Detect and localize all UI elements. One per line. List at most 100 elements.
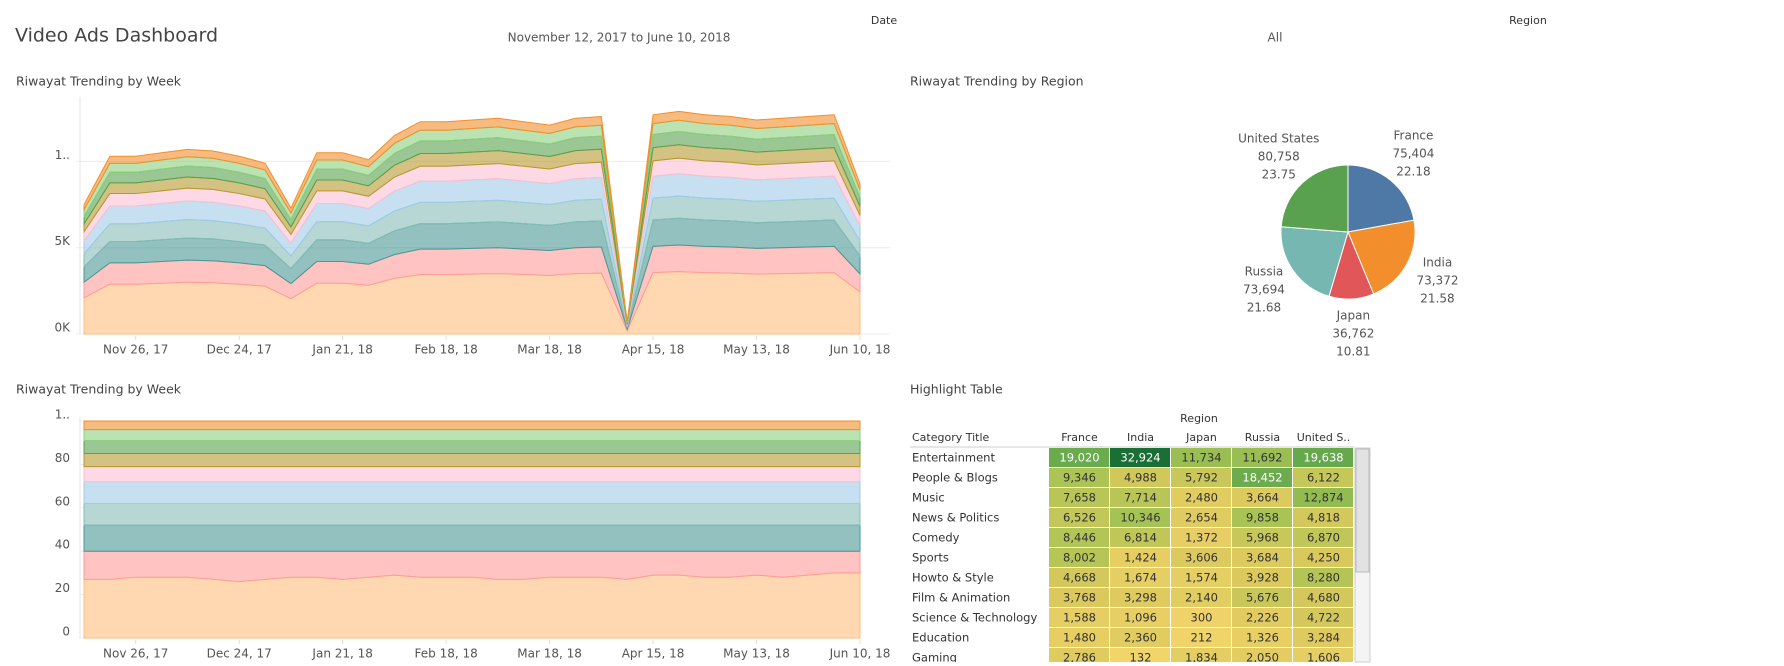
- table-cell: [1171, 548, 1231, 567]
- column-header: Russia: [1245, 431, 1280, 444]
- cell-value: 1,574: [1185, 571, 1218, 585]
- cell-value: 1,424: [1124, 551, 1157, 565]
- table-cell: [1293, 528, 1353, 547]
- table-cell: [1293, 548, 1353, 567]
- cell-value: 2,786: [1063, 651, 1096, 665]
- row-label: Comedy: [912, 531, 960, 545]
- area-series: [83, 429, 861, 442]
- row-label: Music: [912, 491, 945, 505]
- table-cell: [1110, 588, 1170, 607]
- slice-label: India: [1423, 255, 1452, 269]
- table-cell: [1293, 628, 1353, 647]
- table-cell: [1171, 508, 1231, 527]
- row-label: Entertainment: [912, 451, 995, 465]
- table-cell: [1171, 528, 1231, 547]
- table-cell: [1049, 448, 1109, 467]
- cell-value: 6,870: [1307, 531, 1340, 545]
- cell-value: 11,734: [1181, 451, 1221, 465]
- cell-value: 19,638: [1303, 451, 1343, 465]
- row-header: Category Title: [912, 431, 990, 444]
- x-tick-label: Feb 18, 18: [415, 647, 478, 661]
- table-cell: [1110, 548, 1170, 567]
- table-cell: [1110, 468, 1170, 487]
- cell-value: 6,526: [1063, 511, 1096, 525]
- slice-label: Japan: [1336, 308, 1370, 322]
- area-series: [83, 453, 861, 468]
- row-label: Howto & Style: [912, 571, 994, 585]
- cell-value: 3,684: [1246, 551, 1279, 565]
- filter-label: Date: [871, 14, 898, 27]
- table-cell: [1232, 608, 1292, 627]
- table-cell: [1293, 608, 1353, 627]
- table-cell: [1171, 448, 1231, 467]
- chart-title: Riwayat Trending by Week: [16, 382, 182, 397]
- table-cell: [1293, 568, 1353, 587]
- pie-slice: [1280, 226, 1349, 297]
- cell-value: 3,664: [1246, 491, 1279, 505]
- table-cell: [1110, 488, 1170, 507]
- table-cell: [1049, 648, 1109, 662]
- slice-value: 80,758: [1258, 150, 1300, 164]
- cell-value: 8,280: [1307, 571, 1340, 585]
- cell-value: 5,968: [1246, 531, 1279, 545]
- scrollbar-thumb[interactable]: [1355, 448, 1370, 573]
- table-cell: [1232, 448, 1292, 467]
- cell-value: 6,122: [1307, 471, 1340, 485]
- slice-percent: 21.58: [1420, 291, 1454, 305]
- cell-value: 8,446: [1063, 531, 1096, 545]
- table-cell: [1110, 628, 1170, 647]
- filter-label: Region: [1509, 14, 1547, 27]
- area-series: [83, 110, 861, 323]
- cell-value: 11,692: [1242, 451, 1282, 465]
- area-series: [83, 466, 861, 483]
- table-body: Entertainment 19,020 32,924 11,734 11,692 19,…: [912, 448, 1353, 665]
- table-cell: [1049, 588, 1109, 607]
- pie-slice: [1280, 164, 1349, 233]
- cell-value: 3,606: [1185, 551, 1218, 565]
- table-cell: [1049, 548, 1109, 567]
- table-cell: [1171, 648, 1231, 662]
- slice-value: 73,372: [1416, 273, 1458, 287]
- table-cell: [1049, 628, 1109, 647]
- cell-value: 300: [1191, 611, 1213, 625]
- filter-value[interactable]: November 12, 2017 to June 10, 2018: [508, 31, 731, 45]
- table-cell: [1171, 468, 1231, 487]
- y-tick-label: 40: [55, 538, 70, 552]
- cell-value: 212: [1191, 631, 1213, 645]
- x-tick-label: Mar 18, 18: [517, 647, 582, 661]
- row-label: News & Politics: [912, 511, 999, 525]
- cell-value: 9,858: [1246, 511, 1279, 525]
- area-series: [83, 440, 861, 455]
- table-cell: [1293, 648, 1353, 662]
- table-cell: [1110, 508, 1170, 527]
- y-tick-label: 60: [55, 494, 70, 508]
- slice-percent: 23.75: [1262, 168, 1296, 182]
- cell-value: 32,924: [1120, 451, 1160, 465]
- x-tick-label: Jun 10, 18: [829, 343, 891, 357]
- cell-value: 1,674: [1124, 571, 1157, 585]
- filter-value[interactable]: All: [1268, 31, 1283, 45]
- slice-percent: 10.81: [1336, 344, 1370, 358]
- chart-title: Riwayat Trending by Region: [910, 74, 1084, 89]
- dashboard-title: Video Ads Dashboard: [15, 25, 218, 47]
- column-header: United S..: [1297, 431, 1351, 444]
- cell-value: 1,480: [1063, 631, 1096, 645]
- slice-label: United States: [1238, 132, 1319, 146]
- table-cell: [1049, 508, 1109, 527]
- x-tick-label: Jun 10, 18: [829, 647, 891, 661]
- cell-value: 7,714: [1124, 491, 1157, 505]
- table-cell: [1232, 568, 1292, 587]
- table-cell: [1049, 488, 1109, 507]
- cell-value: 2,050: [1246, 651, 1279, 665]
- table-cell: [1232, 468, 1292, 487]
- y-tick-label: 5K: [54, 234, 71, 248]
- cell-value: 1,372: [1185, 531, 1218, 545]
- table-cell: [1232, 648, 1292, 662]
- row-label: Film & Animation: [912, 591, 1010, 605]
- x-tick-label: Dec 24, 17: [207, 343, 272, 357]
- pie-slice: [1347, 219, 1416, 295]
- cell-value: 12,874: [1303, 491, 1343, 505]
- x-tick-label: May 13, 18: [723, 343, 790, 357]
- y-tick-label: 1..: [55, 148, 70, 162]
- table-cell: [1110, 648, 1170, 662]
